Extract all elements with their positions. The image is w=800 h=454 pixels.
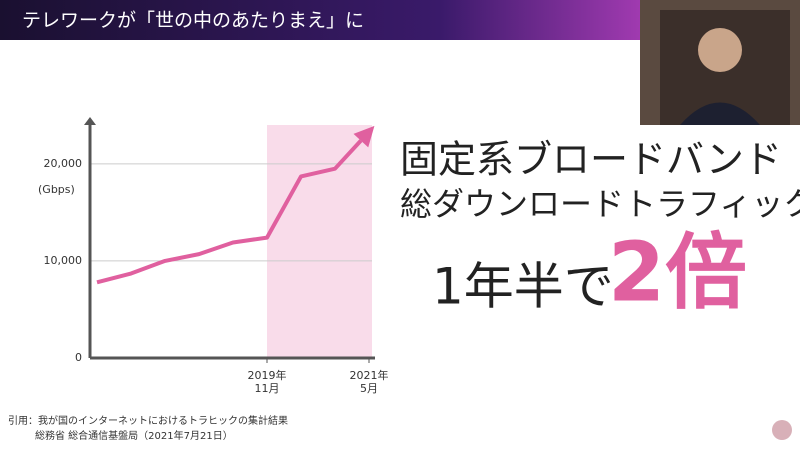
y-tick-label: 10,000 — [44, 254, 83, 267]
headline-line1: 固定系ブロードバンド — [400, 138, 782, 182]
headline-line2: 総ダウンロードトラフィック — [400, 185, 800, 223]
x-tick-label: 2019年 11月 — [248, 368, 287, 395]
y-tick-label: 0 — [75, 351, 82, 364]
headline-prefix: 1年半で — [432, 258, 614, 316]
headline-highlight: 2倍 — [608, 225, 747, 320]
highlight-region — [267, 125, 372, 358]
data-line — [96, 139, 363, 285]
y-axis-label: (Gbps) — [38, 183, 75, 196]
y-axis-arrow — [84, 117, 96, 125]
webcam-face — [698, 28, 742, 72]
line-arrowhead — [353, 125, 375, 148]
x-tick-label: 2021年 5月 — [350, 368, 389, 395]
avatar — [772, 420, 792, 440]
webcam-body — [680, 102, 760, 125]
citation: 総務省 総合通信基盤局（2021年7月21日） — [35, 429, 233, 442]
citation: 引用：我が国のインターネットにおけるトラヒックの集計結果 — [8, 414, 288, 427]
header-title: テレワークが「世の中のあたりまえ」に — [22, 10, 364, 32]
y-tick-label: 20,000 — [44, 157, 83, 170]
